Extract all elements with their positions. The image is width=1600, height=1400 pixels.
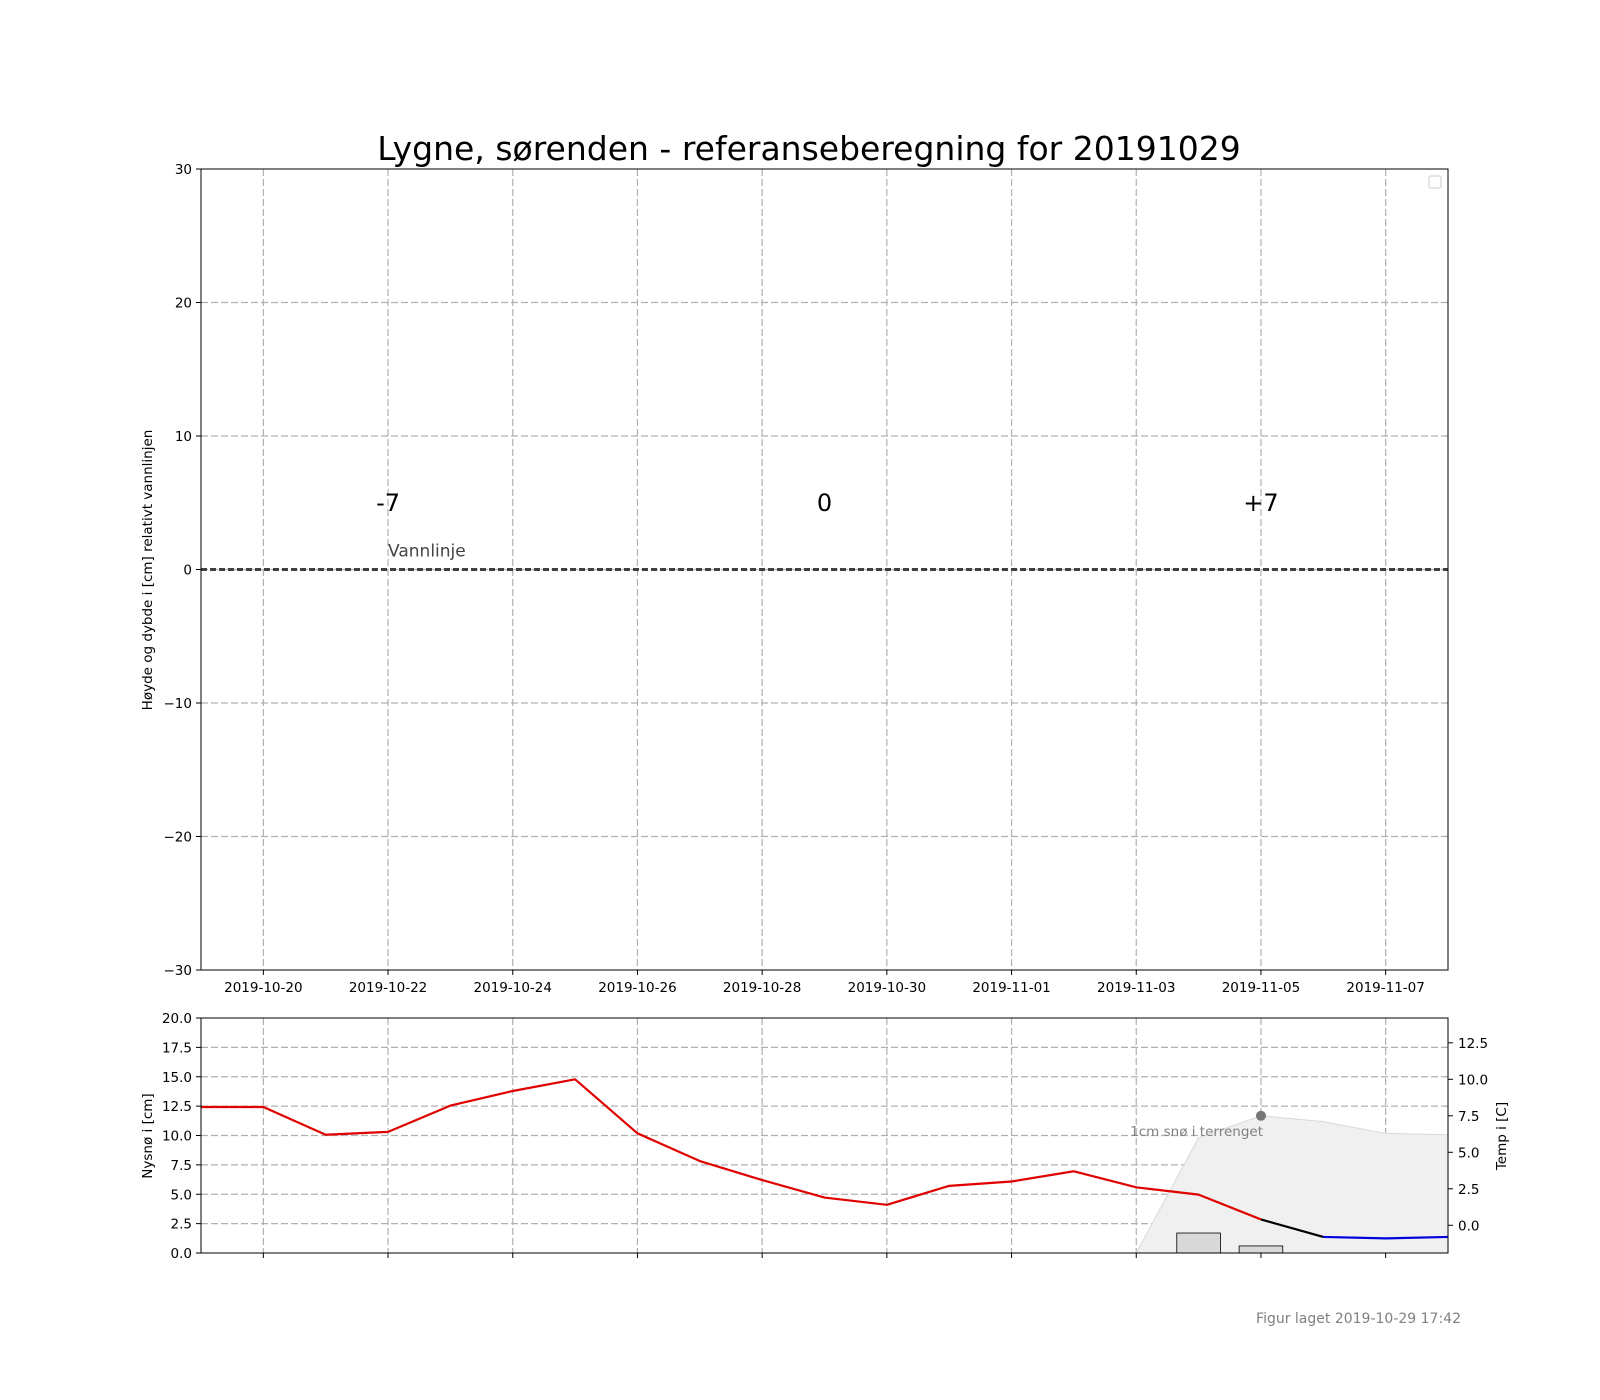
day-offset-label: 0	[817, 489, 832, 517]
top-panel: 2019-10-20 2019-10-22 2019-10-24 2019-10-26…	[140, 162, 1449, 996]
bottom-left-y-tick-label: 0.0	[171, 1246, 192, 1262]
top-x-tick-label: 2019-10-26	[598, 980, 676, 996]
top-x-tick-label: 2019-10-24	[474, 980, 552, 996]
bottom-left-y-tick-label: 12.5	[162, 1099, 192, 1115]
bottom-right-y-axis-label: Temp i [C]	[1494, 1102, 1510, 1171]
top-annotations: Vannlinje -7 0 +7	[376, 489, 1279, 562]
top-y-tick-label: −10	[164, 696, 193, 712]
new-snow-bar	[1176, 1232, 1221, 1254]
bottom-right-y-tick-label: 12.5	[1458, 1036, 1488, 1052]
bottom-left-y-tick-label: 2.5	[171, 1217, 192, 1233]
top-x-tick-label: 2019-11-03	[1097, 980, 1175, 996]
bottom-left-y-tick-label: 7.5	[171, 1158, 192, 1174]
bottom-right-y-tick-label: 5.0	[1458, 1145, 1479, 1161]
bottom-right-y-tick-label: 10.0	[1458, 1072, 1488, 1088]
snow-on-ground: 1cm snø i terrenget	[1130, 1110, 1449, 1254]
top-x-tick-label: 2019-11-01	[972, 980, 1050, 996]
top-x-tick-label: 2019-10-20	[224, 980, 302, 996]
top-y-tick-label: 0	[183, 563, 192, 579]
snow-depth-marker	[1255, 1110, 1266, 1121]
bottom-right-y-tick-label: 2.5	[1458, 1182, 1479, 1198]
bottom-panel: 1cm snø i terrenget 0.0 2.5 5.0 7.5 10.0 12.5…	[140, 1011, 1510, 1262]
bottom-right-y-tick-label: 7.5	[1458, 1109, 1479, 1125]
top-x-tick-label: 2019-10-28	[723, 980, 801, 996]
new-snow-bar	[1238, 1245, 1284, 1254]
top-x-tick-label: 2019-10-30	[848, 980, 926, 996]
chart-title: Lygne, sørenden - referanseberegning for…	[377, 129, 1240, 168]
bottom-axis-ticks: 0.0 2.5 5.0 7.5 10.0 12.5 15.0 17.5 20.0 0.0 2.5 5.…	[162, 1011, 1488, 1262]
figure-timestamp: Figur laget 2019-10-29 17:42	[1256, 1311, 1461, 1327]
bottom-axes-frame	[200, 1017, 1449, 1254]
temperature-forecast-line	[1260, 1218, 1324, 1239]
bottom-right-y-tick-label: 0.0	[1458, 1218, 1479, 1234]
top-y-tick-label: 10	[175, 429, 192, 445]
top-y-tick-label: −20	[164, 830, 193, 846]
top-y-tick-label: 30	[175, 162, 192, 178]
top-axes-frame	[200, 168, 1449, 971]
day-offset-label: -7	[376, 489, 400, 517]
top-x-tick-label: 2019-10-22	[349, 980, 427, 996]
top-y-axis-label: Høyde og dybde i [cm] relativt vannlinje…	[140, 430, 156, 711]
legend-box	[1428, 175, 1442, 189]
bottom-left-y-axis-label: Nysnø i [cm]	[140, 1093, 156, 1178]
top-x-tick-label: 2019-11-05	[1222, 980, 1300, 996]
bottom-left-y-tick-label: 5.0	[171, 1187, 192, 1203]
bottom-left-y-tick-label: 10.0	[162, 1129, 192, 1145]
bottom-left-y-tick-label: 15.0	[162, 1070, 192, 1086]
waterline-label: Vannlinje	[388, 542, 466, 562]
bottom-left-y-tick-label: 17.5	[162, 1040, 192, 1056]
day-offset-label: +7	[1243, 489, 1278, 517]
temperature-series	[201, 1078, 1449, 1240]
top-y-tick-label: 20	[175, 296, 192, 312]
top-axis-ticks: 2019-10-20 2019-10-22 2019-10-24 2019-10-26…	[164, 162, 1425, 996]
top-y-tick-label: −30	[164, 963, 193, 979]
bottom-left-y-tick-label: 20.0	[162, 1011, 192, 1027]
temperature-observed-line	[201, 1078, 1262, 1221]
temperature-forecast-freezing-line	[1323, 1235, 1449, 1240]
snow-on-ground-label: 1cm snø i terrenget	[1130, 1124, 1263, 1140]
top-x-tick-label: 2019-11-07	[1346, 980, 1424, 996]
